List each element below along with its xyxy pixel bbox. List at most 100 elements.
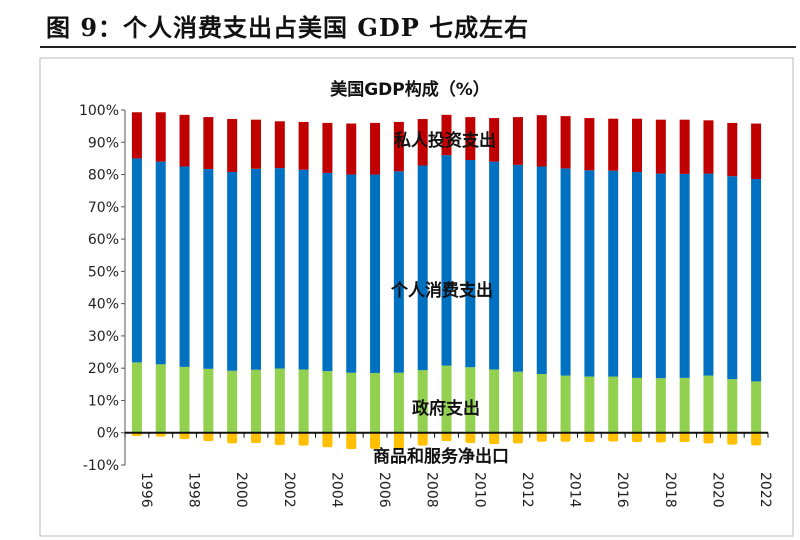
bar-2009-series-2 xyxy=(441,114,452,156)
series-label: 私人投资支出 xyxy=(394,130,496,151)
y-tick-label: 10% xyxy=(88,393,119,409)
x-tick-label: 2002 xyxy=(281,472,297,508)
bar-2015-series-2 xyxy=(584,118,595,171)
x-tick-label: 2016 xyxy=(614,472,630,508)
bar-2015-series-1 xyxy=(584,170,595,377)
bar-2011-series-2 xyxy=(489,118,500,162)
bar-2014-series-0 xyxy=(560,375,571,433)
bar-1998-series-3 xyxy=(179,432,190,440)
x-tick-label: 2020 xyxy=(709,472,725,508)
bar-2004-series-3 xyxy=(322,432,333,448)
y-tick-label: 90% xyxy=(88,135,119,151)
bar-2022-series-3 xyxy=(751,432,762,446)
bar-2016-series-1 xyxy=(608,170,619,377)
title-rule xyxy=(40,46,796,48)
bar-2017-series-2 xyxy=(632,118,643,172)
bar-2000-series-0 xyxy=(227,370,238,433)
bar-2002-series-0 xyxy=(274,368,285,433)
bar-2020-series-1 xyxy=(703,173,714,376)
y-tick-label: 70% xyxy=(88,200,119,216)
bar-2019-series-0 xyxy=(679,377,690,433)
x-tick-label: 2018 xyxy=(662,472,678,508)
bar-1999-series-3 xyxy=(203,432,214,442)
bar-1998-series-2 xyxy=(179,114,190,167)
bar-2005-series-2 xyxy=(346,123,357,175)
bar-2014-series-3 xyxy=(560,432,571,442)
bar-2003-series-2 xyxy=(298,121,309,170)
bar-2022-series-0 xyxy=(751,381,762,433)
chart-title: 美国GDP构成（%） xyxy=(330,79,490,100)
bar-1999-series-0 xyxy=(203,368,214,433)
bar-2007-series-3 xyxy=(393,432,404,449)
bar-2008-series-0 xyxy=(417,370,428,433)
bar-2020-series-0 xyxy=(703,375,714,433)
bar-2000-series-1 xyxy=(227,171,238,371)
y-tick-label: -10% xyxy=(83,458,119,474)
bar-2017-series-1 xyxy=(632,171,643,378)
bar-2004-series-0 xyxy=(322,371,333,433)
bar-2009-series-0 xyxy=(441,365,452,433)
bar-2008-series-3 xyxy=(417,432,428,446)
bar-1997-series-0 xyxy=(155,364,166,433)
bar-2007-series-1 xyxy=(393,171,404,373)
bar-2003-series-1 xyxy=(298,169,309,370)
chart-frame xyxy=(39,57,794,537)
y-tick-label: 30% xyxy=(88,329,119,345)
bar-2016-series-2 xyxy=(608,118,619,171)
bar-2013-series-1 xyxy=(536,166,547,374)
bar-2018-series-2 xyxy=(655,119,666,174)
bar-1998-series-0 xyxy=(179,366,190,433)
bar-2005-series-1 xyxy=(346,174,357,373)
bar-1996-series-2 xyxy=(131,112,142,159)
bar-2010-series-2 xyxy=(465,117,476,161)
bar-2012-series-1 xyxy=(512,164,523,372)
bar-2011-series-0 xyxy=(489,369,500,433)
bar-2015-series-3 xyxy=(584,432,595,443)
bar-2008-series-1 xyxy=(417,165,428,371)
bar-2000-series-2 xyxy=(227,119,238,172)
y-tick-label: 80% xyxy=(88,168,119,184)
bar-2013-series-3 xyxy=(536,432,547,442)
x-tick-label: 2010 xyxy=(471,472,487,508)
bar-1997-series-1 xyxy=(155,161,166,365)
bar-2021-series-0 xyxy=(727,379,738,433)
x-tick-label: 2000 xyxy=(233,472,249,508)
bar-2005-series-3 xyxy=(346,432,357,450)
x-tick-label: 1996 xyxy=(138,472,154,508)
bar-2001-series-0 xyxy=(250,369,261,433)
y-tick-label: 20% xyxy=(88,361,119,377)
bar-1997-series-2 xyxy=(155,112,166,162)
bar-2004-series-2 xyxy=(322,122,333,173)
y-tick-label: 60% xyxy=(88,232,119,248)
x-tick-label: 2004 xyxy=(328,472,344,508)
bar-2021-series-3 xyxy=(727,432,738,445)
bar-2020-series-3 xyxy=(703,432,714,444)
bar-2002-series-3 xyxy=(274,432,285,445)
y-tick-label: 0% xyxy=(97,426,119,442)
bar-2021-series-2 xyxy=(727,122,738,177)
bar-2010-series-0 xyxy=(465,367,476,433)
bar-1996-series-0 xyxy=(131,362,142,433)
bar-2022-series-1 xyxy=(751,179,762,382)
bar-1998-series-1 xyxy=(179,166,190,367)
series-label: 政府支出 xyxy=(412,398,480,419)
x-tick-label: 2014 xyxy=(567,472,583,508)
bar-2015-series-0 xyxy=(584,376,595,433)
bar-2007-series-0 xyxy=(393,372,404,433)
bar-2005-series-0 xyxy=(346,372,357,433)
bar-2021-series-1 xyxy=(727,176,738,380)
bar-2014-series-2 xyxy=(560,116,571,169)
bar-2019-series-3 xyxy=(679,432,690,443)
bar-2013-series-2 xyxy=(536,115,547,167)
bar-2006-series-2 xyxy=(370,122,381,175)
bar-2001-series-1 xyxy=(250,168,261,370)
bar-2012-series-0 xyxy=(512,371,523,433)
y-tick-label: 100% xyxy=(79,103,119,119)
bar-2004-series-1 xyxy=(322,172,333,372)
bar-2000-series-3 xyxy=(227,432,238,444)
bar-2014-series-1 xyxy=(560,168,571,376)
bar-2001-series-2 xyxy=(250,119,261,169)
y-tick-label: 50% xyxy=(88,264,119,280)
series-label: 商品和服务净出口 xyxy=(373,446,509,467)
